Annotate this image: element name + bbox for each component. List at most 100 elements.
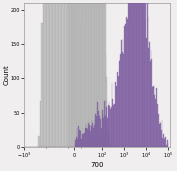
Bar xyxy=(38,136,39,147)
Bar xyxy=(110,109,111,147)
Bar xyxy=(52,0,53,147)
Bar xyxy=(159,121,160,147)
Bar xyxy=(92,123,93,147)
Bar xyxy=(46,0,47,147)
Bar xyxy=(109,106,110,147)
Bar xyxy=(157,104,158,147)
Bar xyxy=(99,0,100,147)
Bar xyxy=(118,76,119,147)
Bar xyxy=(144,0,145,147)
Bar xyxy=(64,0,65,147)
Bar xyxy=(147,0,148,147)
Bar xyxy=(68,0,69,147)
Y-axis label: Count: Count xyxy=(4,65,10,86)
Bar xyxy=(128,0,129,147)
Bar xyxy=(74,0,75,147)
Bar xyxy=(103,0,104,147)
Bar xyxy=(85,0,86,147)
Bar xyxy=(67,0,68,147)
Bar xyxy=(58,0,59,147)
Bar xyxy=(152,87,153,147)
Bar xyxy=(95,0,96,147)
Bar xyxy=(72,0,73,147)
Bar xyxy=(160,123,161,147)
Bar xyxy=(70,0,71,147)
Bar xyxy=(138,0,139,147)
Bar xyxy=(75,140,76,147)
Bar xyxy=(143,0,144,147)
Bar xyxy=(94,125,95,147)
Bar xyxy=(117,72,118,147)
Bar xyxy=(77,139,78,147)
Bar xyxy=(115,82,116,147)
Bar xyxy=(97,0,98,147)
Bar xyxy=(166,145,167,147)
Bar xyxy=(167,140,168,147)
Bar xyxy=(65,0,67,147)
Bar xyxy=(44,0,46,147)
Bar xyxy=(146,38,147,147)
Bar xyxy=(140,0,141,147)
Bar xyxy=(142,0,143,147)
Bar xyxy=(123,54,124,147)
Bar xyxy=(116,86,117,147)
Bar xyxy=(162,138,163,147)
Bar xyxy=(120,54,121,147)
Bar xyxy=(124,26,125,147)
Bar xyxy=(153,86,154,147)
Bar xyxy=(155,98,156,147)
Bar xyxy=(150,61,151,147)
Bar xyxy=(76,0,77,147)
Bar xyxy=(103,117,104,147)
Bar xyxy=(127,19,128,147)
X-axis label: 700: 700 xyxy=(90,162,104,168)
Bar xyxy=(111,107,112,147)
Bar xyxy=(78,126,79,147)
Bar xyxy=(99,116,100,147)
Bar xyxy=(53,0,55,147)
Bar xyxy=(130,0,131,147)
Bar xyxy=(151,59,152,147)
Bar xyxy=(71,0,72,147)
Bar xyxy=(105,0,106,147)
Bar xyxy=(102,110,103,147)
Bar xyxy=(106,107,107,147)
Bar xyxy=(94,0,95,147)
Bar xyxy=(135,0,136,147)
Bar xyxy=(49,0,50,147)
Bar xyxy=(163,134,164,147)
Bar xyxy=(164,139,165,147)
Bar xyxy=(122,52,123,147)
Bar xyxy=(141,0,142,147)
Bar xyxy=(100,129,101,147)
Bar xyxy=(98,0,99,147)
Bar xyxy=(102,0,103,147)
Bar xyxy=(79,130,80,147)
Bar xyxy=(81,139,82,147)
Bar xyxy=(79,0,80,147)
Bar xyxy=(75,0,76,147)
Bar xyxy=(100,0,101,147)
Bar xyxy=(112,98,113,147)
Bar xyxy=(156,110,157,147)
Bar xyxy=(101,128,102,147)
Bar xyxy=(62,0,64,147)
Bar xyxy=(47,0,49,147)
Bar xyxy=(55,0,56,147)
Bar xyxy=(134,0,135,147)
Bar xyxy=(73,0,74,147)
Bar xyxy=(126,17,127,147)
Bar xyxy=(114,107,115,147)
Bar xyxy=(125,24,126,147)
Bar xyxy=(131,0,132,147)
Bar xyxy=(106,77,107,147)
Bar xyxy=(119,61,120,147)
Bar xyxy=(145,0,146,147)
Bar xyxy=(89,125,90,147)
Bar xyxy=(93,128,94,147)
Bar xyxy=(78,0,79,147)
Bar xyxy=(69,0,70,147)
Bar xyxy=(88,123,89,147)
Bar xyxy=(83,0,84,147)
Bar xyxy=(80,131,81,147)
